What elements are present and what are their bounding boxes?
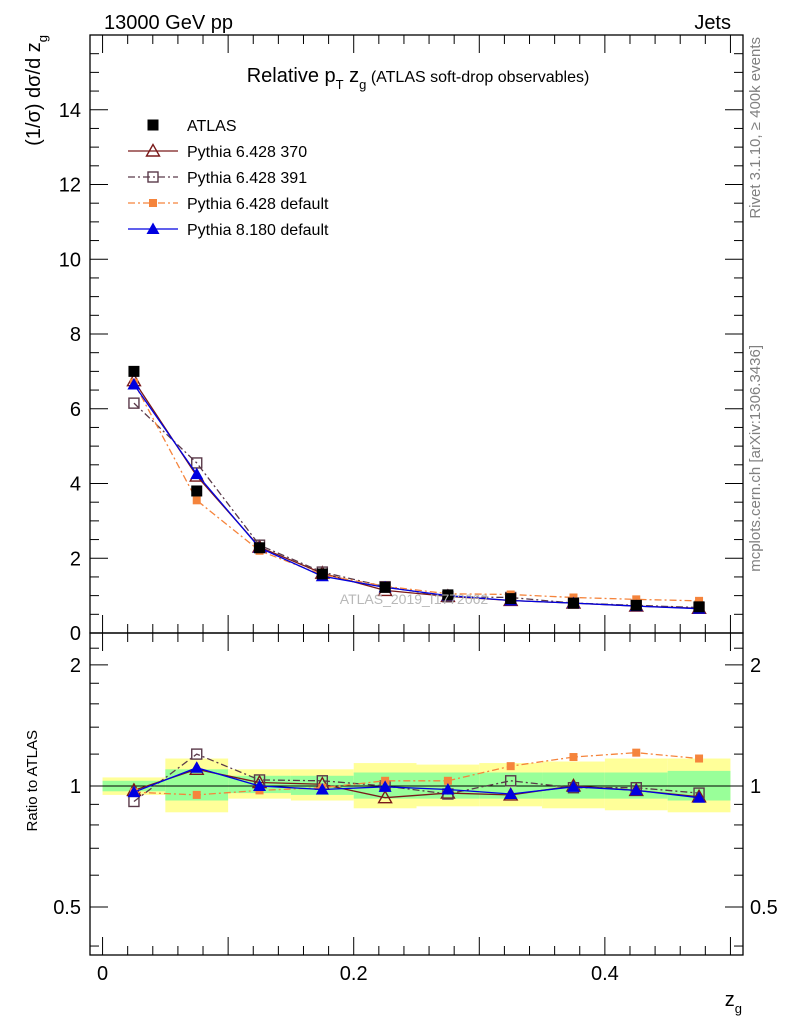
ratio-point-3 [253,779,267,791]
main-point-4 [379,581,391,593]
ratio-ytick-label-right: 0.5 [750,897,778,919]
main-ytick-label: 14 [59,100,81,122]
header-left: 13000 GeV pp [104,12,233,34]
main-series-line-1 [133,402,700,609]
legend-label: Pythia 6.428 370 [187,144,307,161]
main-point-4 [505,593,517,605]
ratio-point-1 [504,775,517,787]
main-y-axis-label: (1/σ) dσ/d zg [23,35,50,146]
main-point-2 [192,496,201,505]
legend-label: Pythia 6.428 default [187,196,329,213]
ratio-series-line-2 [133,751,700,796]
main-point-4 [191,485,203,497]
ratio-point-2 [632,748,641,757]
main-point-3 [190,467,204,480]
legend-label: Pythia 8.180 default [187,222,329,239]
header-right: Jets [694,12,731,34]
legend-marker [147,171,159,183]
ratio-point-3 [629,783,643,796]
main-series-line-0 [133,380,700,609]
ratio-point-3 [441,782,455,795]
ratio-ytick-label: 2 [70,655,81,677]
ratio-point-0 [377,789,393,804]
mcplots-label: mcplots.cern.ch [arXiv:1306.3436] [747,345,764,572]
main-point-4 [693,601,705,613]
main-ytick-label: 0 [70,623,81,645]
main-point-4 [567,597,579,609]
main-ytick-label: 6 [70,399,81,421]
main-point-4 [630,599,642,611]
main-point-4 [442,589,454,601]
main-point-2 [695,596,704,605]
main-point-2 [632,595,641,604]
legend-marker [147,119,159,131]
rivet-label: Rivet 3.1.10, ≥ 400k events [747,37,764,219]
main-ytick-label: 8 [70,324,81,346]
main-series-line-3 [133,384,700,610]
main-ytick-label: 2 [70,548,81,570]
main-point-1 [128,397,140,409]
legend-label: Pythia 6.428 391 [187,170,307,187]
ratio-ytick-label: 0.5 [53,897,81,919]
ratio-point-3 [190,761,204,773]
ratio-point-2 [443,776,452,785]
ratio-ytick-label-right: 2 [750,655,761,677]
ratio-point-2 [506,762,515,771]
chart-title: Relative pT zg (ATLAS soft-drop observab… [247,65,590,92]
ratio-point-3 [504,787,518,799]
xtick-label: 0.4 [591,963,619,985]
legend-marker [145,143,161,157]
ratio-point-3 [378,780,392,792]
legend-marker [149,199,157,207]
ratio-point-3 [315,782,329,795]
legend-label: ATLAS [187,118,237,135]
main-series-line-2 [133,382,700,602]
ratio-y-axis-label: Ratio to ATLAS [24,730,41,831]
ratio-point-2 [192,790,201,799]
x-axis-label: zg [725,989,742,1016]
xtick-label: 0 [97,963,108,985]
ratio-point-1 [191,748,203,760]
main-point-4 [254,542,266,554]
ratio-panel: 0.5 0.5 1 1 2 2 0 0.2 0.4 Ratio to ATLAS zg [24,632,778,1016]
legend-marker [146,222,160,234]
main-ytick-label: 12 [59,175,81,197]
ratio-frame [89,632,744,956]
ratio-point-2 [695,754,704,763]
main-point-3 [127,377,141,390]
ratio-point-2 [569,753,578,762]
main-ytick-label: 10 [59,249,81,271]
main-point-4 [316,568,328,580]
ratio-series-line-1 [133,753,700,802]
legend: ATLAS Pythia 6.428 370 Pythia 6.428 391 Pyt… [128,118,329,239]
ratio-point-3 [692,791,706,803]
watermark: ATLAS_2019_I1772062 [340,591,489,607]
ratio-point-3 [566,780,580,792]
main-point-4 [128,365,140,377]
main-ytick-label: 4 [70,474,81,496]
ratio-ytick-label-right: 1 [750,776,761,798]
ratio-ytick-label: 1 [70,776,81,798]
ratio-point-3 [127,785,141,798]
xtick-label: 0.2 [340,963,368,985]
main-panel: ATLAS_2019_I1772062 0 2 4 6 8 10 12 14 Relative… [23,34,744,645]
ratio-series-line-3 [133,767,700,799]
